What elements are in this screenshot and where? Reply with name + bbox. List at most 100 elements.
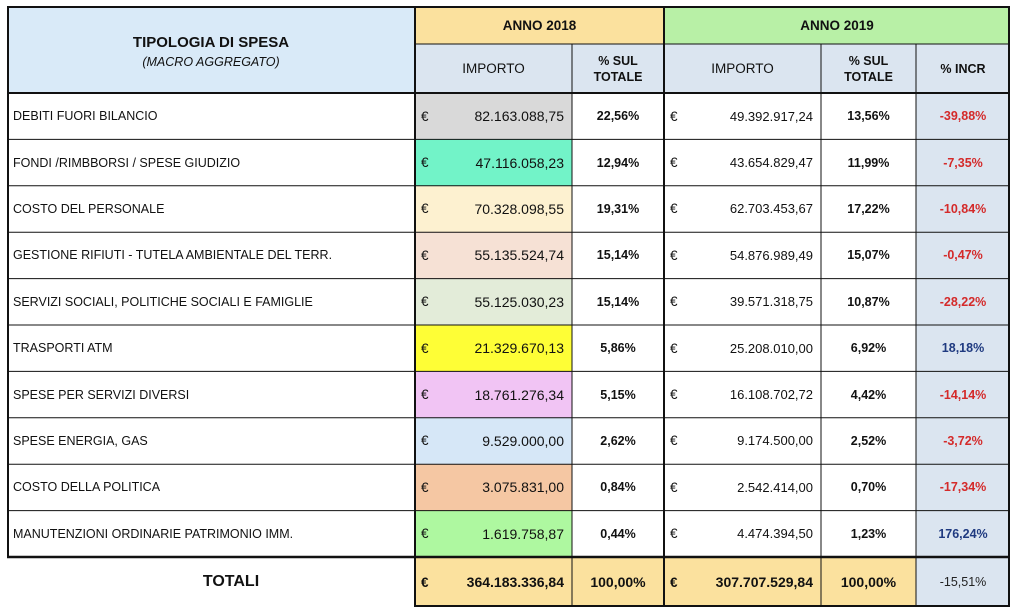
- pct-2018-cell: 0,84%: [600, 480, 636, 495]
- currency-2018: €: [415, 371, 445, 418]
- pct-2018-cell: 0,44%: [600, 526, 636, 541]
- amount-2019-cell: 62.703.453,67: [729, 201, 813, 217]
- incr-cell: -7,35%: [916, 139, 1010, 186]
- pct-2018-cell: 2,62%: [600, 433, 636, 448]
- currency-2019: €: [670, 247, 678, 263]
- incr-cell: -3,72%: [916, 417, 1010, 465]
- amount-2018-cell: 21.329.670,13: [445, 325, 572, 372]
- amount-2019-cell: 2.542.414,00: [737, 479, 813, 495]
- pct-2018-cell: 5,86%: [600, 341, 636, 356]
- pct-2018-cell: 19,31%: [596, 201, 640, 216]
- incr-header: % INCR: [916, 44, 1010, 93]
- category-cell: FONDI /RIMBBORSI / SPESE GIUDIZIO: [13, 155, 241, 170]
- currency-2019: €: [670, 201, 678, 217]
- totals-amount-2018: 364.183.336,84: [445, 557, 572, 607]
- amount-2019-cell: 16.108.702,72: [729, 387, 813, 403]
- category-cell: COSTO DELLA POLITICA: [13, 480, 161, 495]
- category-cell: SERVIZI SOCIALI, POLITICHE SOCIALI E FAM…: [13, 294, 313, 309]
- incr-cell: -17,34%: [916, 464, 1010, 511]
- currency-2019: €: [670, 340, 678, 356]
- amount-2019-cell: 39.571.318,75: [729, 294, 813, 310]
- category-header: TIPOLOGIA DI SPESA (MACRO AGGREGATO): [7, 6, 415, 93]
- pct-2018-cell: 12,94%: [596, 155, 640, 170]
- pct-2018-cell: 5,15%: [600, 387, 636, 402]
- amount-2018-cell: 1.619.758,87: [445, 510, 572, 557]
- amount-2019-cell: 9.174.500,00: [737, 433, 813, 449]
- amount-2018-cell: 3.075.831,00: [445, 464, 572, 511]
- amount-2018-cell: 55.125.030,23: [445, 278, 572, 325]
- incr-cell: -14,14%: [916, 371, 1010, 418]
- pct-2018-header: % SUL TOTALE: [572, 44, 664, 93]
- category-cell: COSTO DEL PERSONALE: [13, 201, 165, 216]
- amount-2018-cell: 70.328.098,55: [445, 185, 572, 233]
- currency-2019: €: [670, 433, 678, 449]
- incr-cell: -28,22%: [916, 278, 1010, 325]
- category-cell: DEBITI FUORI BILANCIO: [13, 109, 158, 124]
- currency-2018: €: [415, 417, 445, 465]
- totals-2018-currency: €: [415, 557, 445, 607]
- currency-2019: €: [670, 479, 678, 495]
- totals-amount-2019: 307.707.529,84: [694, 557, 821, 607]
- incr-cell: 18,18%: [916, 325, 1010, 372]
- totals-incr: -15,51%: [916, 557, 1010, 607]
- importo-2018-header: IMPORTO: [415, 44, 572, 93]
- incr-cell: -10,84%: [916, 185, 1010, 233]
- pct-2019-cell: 1,23%: [850, 526, 887, 541]
- pct-2019-cell: 0,70%: [850, 480, 887, 495]
- pct-2018-header-line2: TOTALE: [593, 69, 643, 84]
- pct-2019-header-line1: % SUL: [848, 53, 889, 68]
- incr-cell: -39,88%: [916, 93, 1010, 140]
- currency-2018: €: [415, 93, 445, 140]
- category-cell: MANUTENZIONI ORDINARIE PATRIMONIO IMM.: [13, 526, 294, 541]
- year-2019-header: ANNO 2019: [664, 6, 1010, 44]
- amount-2018-cell: 47.116.058,23: [445, 139, 572, 186]
- category-cell: TRASPORTI ATM: [13, 341, 113, 356]
- pct-2019-cell: 17,22%: [847, 201, 890, 216]
- amount-2019-cell: 54.876.989,49: [729, 247, 813, 263]
- currency-2018: €: [415, 325, 445, 372]
- amount-2019-cell: 25.208.010,00: [729, 340, 813, 356]
- currency-2018: €: [415, 185, 445, 233]
- currency-2019: €: [670, 155, 678, 171]
- currency-2018: €: [415, 278, 445, 325]
- importo-2019-header: IMPORTO: [664, 44, 821, 93]
- amount-2018-cell: 9.529.000,00: [445, 417, 572, 465]
- currency-2019: €: [670, 294, 678, 310]
- pct-2018-header-line1: % SUL: [598, 53, 638, 68]
- totals-pct-2019: 100,00%: [821, 557, 916, 607]
- pct-2019-header-line2: TOTALE: [844, 69, 893, 84]
- category-subtitle: (MACRO AGGREGATO): [142, 55, 280, 69]
- pct-2018-cell: 15,14%: [596, 294, 640, 309]
- category-cell: SPESE ENERGIA, GAS: [13, 433, 148, 448]
- pct-2019-cell: 4,42%: [850, 387, 887, 402]
- amount-2018-cell: 18.761.276,34: [445, 371, 572, 418]
- pct-2019-cell: 10,87%: [847, 294, 890, 309]
- pct-2019-cell: 2,52%: [850, 433, 887, 448]
- amount-2019-cell: 4.474.394,50: [737, 526, 813, 542]
- amount-2018-cell: 55.135.524,74: [445, 232, 572, 279]
- currency-2019: €: [670, 108, 678, 124]
- category-title: TIPOLOGIA DI SPESA: [132, 34, 290, 51]
- category-cell: GESTIONE RIFIUTI - TUTELA AMBIENTALE DEL…: [13, 248, 333, 263]
- totals-pct-2018: 100,00%: [572, 557, 664, 607]
- amount-2019-cell: 43.654.829,47: [729, 155, 813, 171]
- currency-2019: €: [670, 387, 678, 403]
- totals-2019-currency: €: [664, 557, 694, 607]
- category-cell: SPESE PER SERVIZI DIVERSI: [13, 387, 190, 402]
- currency-2018: €: [415, 139, 445, 186]
- expense-table: TIPOLOGIA DI SPESA (MACRO AGGREGATO) ANN…: [7, 6, 1010, 607]
- pct-2019-header: % SUL TOTALE: [821, 44, 916, 93]
- pct-2019-cell: 13,56%: [847, 109, 890, 124]
- incr-cell: 176,24%: [916, 510, 1010, 557]
- currency-2019: €: [670, 526, 678, 542]
- amount-2018-cell: 82.163.088,75: [445, 93, 572, 140]
- currency-2018: €: [415, 510, 445, 557]
- currency-2018: €: [415, 232, 445, 279]
- year-2018-header: ANNO 2018: [415, 6, 664, 44]
- pct-2019-cell: 11,99%: [847, 155, 890, 170]
- pct-2018-cell: 22,56%: [596, 109, 640, 124]
- pct-2019-cell: 6,92%: [850, 341, 887, 356]
- pct-2019-cell: 15,07%: [847, 248, 890, 263]
- currency-2018: €: [415, 464, 445, 511]
- totals-label: TOTALI: [202, 573, 260, 590]
